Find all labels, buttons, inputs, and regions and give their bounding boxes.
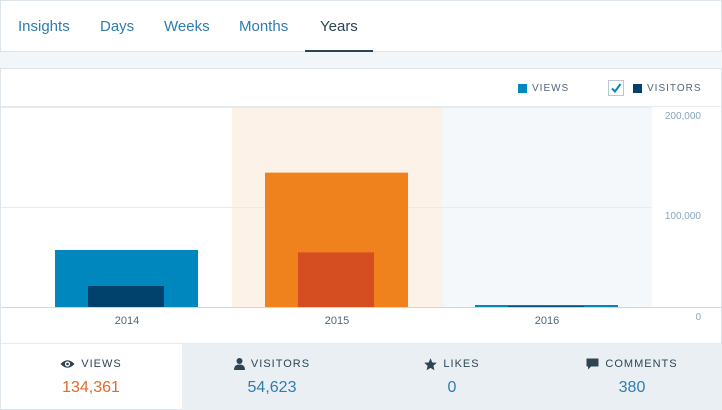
tab-years[interactable]: Years: [320, 18, 358, 35]
y-tick-label: 0: [695, 312, 701, 323]
stat-likes[interactable]: LIKES 0: [362, 344, 542, 410]
visitors-bar-2014: [88, 286, 164, 307]
stat-visitors[interactable]: VISITORS 54,623: [182, 344, 362, 410]
views-bar-2016: [475, 305, 618, 307]
comment-icon: [586, 358, 599, 370]
legend-visitors-label: VISITORS: [647, 83, 702, 94]
stat-visitors-label: VISITORS: [250, 358, 311, 370]
x-tick-label-2015: 2015: [325, 315, 349, 327]
visitors-checkbox[interactable]: [608, 80, 624, 96]
checkmark-icon: [611, 83, 622, 94]
stat-likes-value: 0: [447, 379, 457, 396]
stat-views-label: VIEWS: [81, 358, 122, 370]
stat-views[interactable]: VIEWS 134,361: [1, 344, 181, 410]
star-icon: [424, 357, 438, 370]
stat-visitors-value: 54,623: [247, 379, 297, 396]
eye-icon: [60, 360, 75, 368]
person-icon: [233, 358, 245, 370]
visitors-bar-2015: [298, 252, 374, 307]
visitors-swatch: [633, 84, 642, 93]
tab-months[interactable]: Months: [239, 18, 289, 35]
y-tick-label: 100,000: [665, 211, 702, 222]
x-tick-label-2014: 2014: [115, 315, 139, 327]
tab-insights[interactable]: Insights: [18, 18, 70, 35]
stat-comments-label: COMMENTS: [605, 358, 678, 370]
views-swatch: [518, 84, 527, 93]
stat-views-value: 134,361: [62, 379, 120, 396]
stats-chart-card: VIEWS VISITORS 2014 2015 2016 200,000 100,00…: [0, 68, 722, 410]
period-tabs: Insights Days Weeks Months Years: [0, 0, 722, 52]
legend-views-label: VIEWS: [532, 83, 570, 94]
selected-tab-indicator: [305, 50, 373, 52]
y-tick-label: 200,000: [665, 111, 702, 122]
bar-chart: 2014 2015 2016 200,000 100,000 0: [1, 107, 721, 327]
x-tick-label-2016: 2016: [535, 315, 559, 327]
stat-likes-label: LIKES: [443, 358, 480, 370]
stat-comments-value: 380: [618, 379, 646, 396]
tab-weeks[interactable]: Weeks: [164, 18, 210, 35]
chart-legend: VIEWS VISITORS: [1, 69, 721, 107]
tab-days[interactable]: Days: [100, 18, 135, 35]
summary-stats: VIEWS 134,361 VISITORS 54,623 LIKES 0: [1, 343, 722, 410]
visitors-bar-2016: [508, 306, 584, 307]
stat-comments[interactable]: COMMENTS 380: [542, 344, 722, 410]
